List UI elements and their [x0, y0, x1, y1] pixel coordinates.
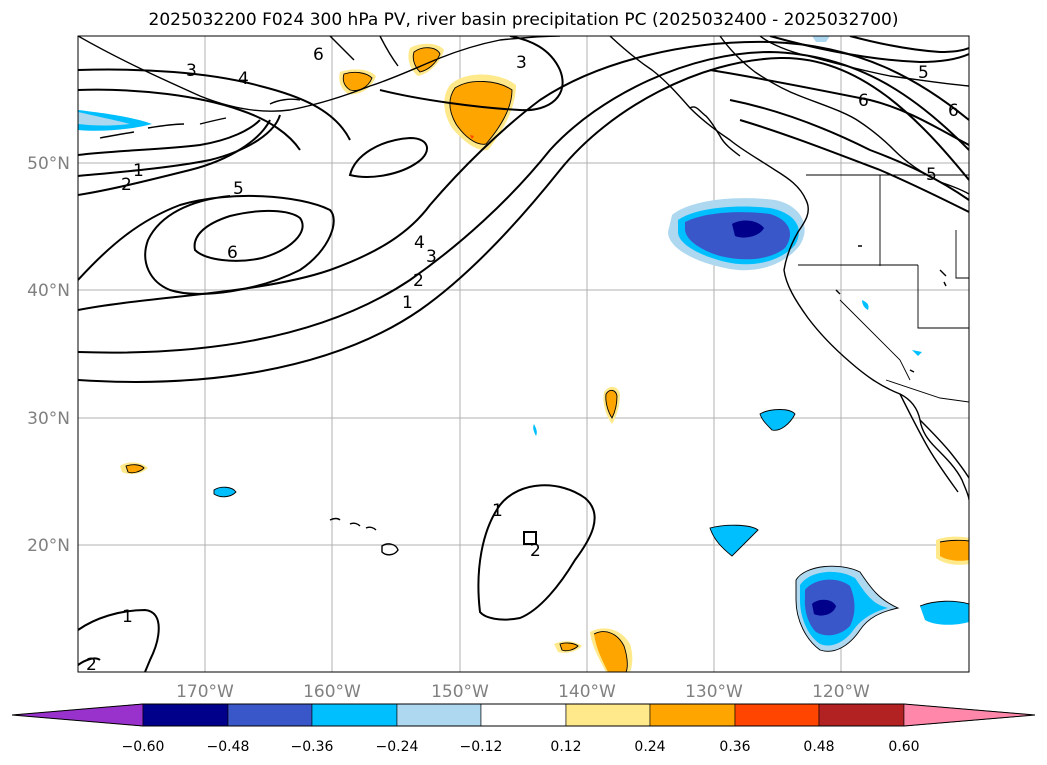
contour-label: 3: [426, 247, 437, 267]
contour-label: 5: [233, 179, 244, 199]
lat-labels: 50°N 40°N 30°N 20°N: [27, 154, 70, 556]
colorbar-segment: [142, 703, 229, 727]
contour-label: 6: [313, 45, 324, 65]
contour-label: 6: [948, 101, 959, 121]
colorbar-outline: [11, 703, 1036, 727]
colorbar-tick: 0.60: [888, 739, 919, 755]
colorbar-segment: [396, 703, 482, 727]
contour-label: 2: [86, 655, 97, 675]
lon-labels: 170°W 160°W 150°W 140°W 130°W 120°W: [176, 682, 870, 702]
colorbar-tick: −0.12: [460, 739, 503, 755]
pv-contours: [78, 36, 969, 672]
lon-label: 150°W: [431, 682, 489, 702]
lon-label: 160°W: [303, 682, 361, 702]
colorbar-segment: [565, 703, 651, 727]
colorbar-segment: [311, 703, 398, 727]
contour-label: 1: [402, 293, 413, 313]
colorbar-segment: [903, 703, 1036, 727]
contour-label: 1: [122, 607, 133, 627]
contour-label: 2: [530, 541, 541, 561]
lat-label: 40°N: [27, 281, 70, 301]
lat-label: 50°N: [27, 154, 70, 174]
contour-label: 3: [186, 61, 197, 81]
lat-label: 20°N: [27, 536, 70, 556]
lat-label: 30°N: [27, 409, 70, 429]
contour-label: 6: [227, 243, 238, 263]
colorbar-segment: [480, 703, 567, 727]
map-frame: [77, 35, 970, 673]
colorbar-tick: 0.24: [634, 739, 665, 755]
colorbar-tick: −0.36: [291, 739, 334, 755]
map-title: 2025032200 F024 300 hPa PV, river basin …: [148, 10, 899, 30]
colorbar-tick: −0.24: [376, 739, 419, 755]
precip-outlines: [125, 47, 969, 672]
colorbar-tick: −0.60: [122, 739, 165, 755]
precip-shading: [78, 36, 969, 672]
colorbar-tick: 0.48: [803, 739, 834, 755]
contour-label: 5: [918, 63, 929, 83]
contour-labels: 3 4 6 3 5 6 6 1 2 5 6 4 3 2 1 5 1 2 1 2: [86, 45, 959, 675]
colorbar: −0.60 −0.48 −0.36 −0.24 −0.12 0.12 0.24 …: [11, 703, 1036, 755]
colorbar-segment: [649, 703, 736, 727]
borders: [798, 174, 969, 403]
colorbar-segment: [818, 703, 905, 727]
contour-label: 1: [492, 501, 503, 521]
contour-label: 3: [516, 53, 527, 73]
contour-label: 5: [926, 165, 937, 185]
map-area: [78, 36, 969, 672]
contour-label: 1: [133, 161, 144, 181]
colorbar-segment: [734, 703, 820, 727]
colorbar-tick: −0.48: [207, 739, 250, 755]
colorbar-tick: 0.12: [550, 739, 581, 755]
colorbar-segment: [227, 703, 313, 727]
contour-label: 2: [121, 175, 132, 195]
contour-label: 2: [413, 271, 424, 291]
colorbar-tick: 0.36: [719, 739, 750, 755]
contour-label: 6: [858, 91, 869, 111]
lon-label: 120°W: [812, 682, 870, 702]
contour-label: 4: [414, 233, 425, 253]
lon-label: 130°W: [685, 682, 743, 702]
lon-label: 170°W: [176, 682, 234, 702]
contour-label: 4: [238, 69, 249, 89]
lon-label: 140°W: [558, 682, 616, 702]
colorbar-segment: [11, 703, 144, 727]
